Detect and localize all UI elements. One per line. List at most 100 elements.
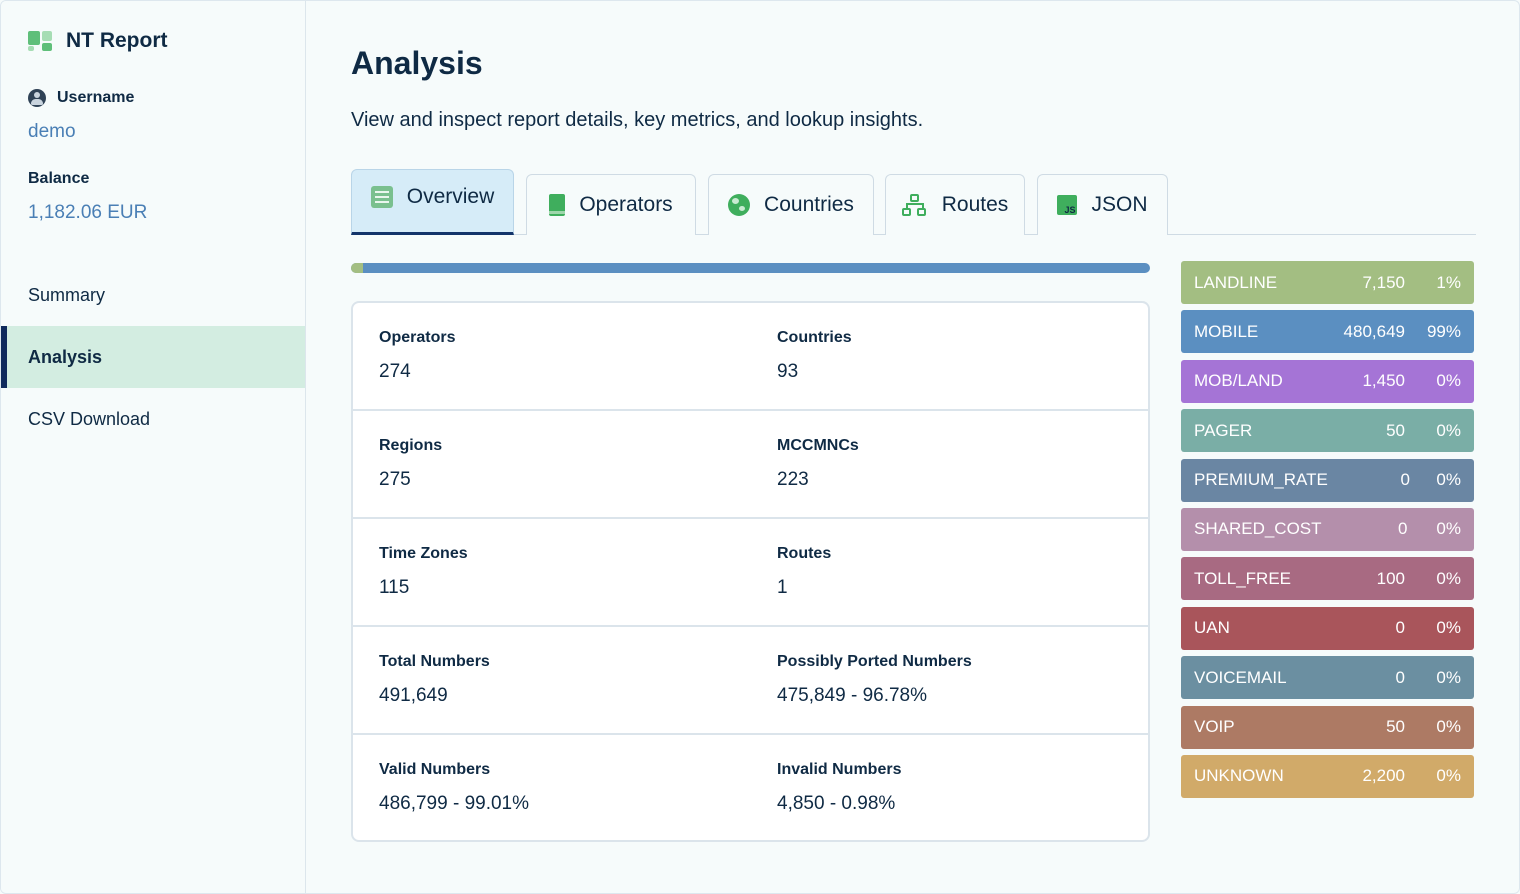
number-type-name: UAN — [1194, 618, 1230, 638]
number-type-unknown: UNKNOWN 2,200 0% — [1181, 754, 1474, 798]
number-type-name: MOB/LAND — [1194, 371, 1283, 391]
stat-regions: Regions 275 — [379, 437, 442, 491]
number-type-percent: 0% — [1436, 420, 1461, 440]
stat-routes: Routes 1 — [777, 545, 831, 599]
balance-value: 1,182.06 EUR — [28, 202, 148, 223]
stat-value: 93 — [777, 361, 799, 382]
page-title: Analysis — [351, 45, 483, 81]
brand-name: NT Report — [66, 29, 168, 52]
number-type-mobile: MOBILE 480,649 99% — [1181, 310, 1474, 354]
stat-countries: Countries 93 — [777, 329, 852, 383]
number-type-percent: 99% — [1426, 321, 1461, 341]
username-label: Username — [57, 89, 135, 106]
stat-value: 4,850 - 0.98% — [777, 793, 896, 814]
number-type-name: UNKNOWN — [1194, 766, 1284, 786]
number-type-name: LANDLINE — [1194, 272, 1278, 292]
tab-routes[interactable]: Routes — [885, 174, 1025, 235]
balance-label: Balance — [28, 170, 90, 187]
number-type-name: TOLL_FREE — [1194, 568, 1292, 588]
number-type-count: 2,200 — [1362, 766, 1405, 786]
number-type-list: LANDLINE 7,150 1% MOBILE 480,649 99% MOB/LAND 1… — [1181, 261, 1474, 804]
progress-segment-landline — [351, 263, 363, 273]
stat-label: Invalid Numbers — [777, 761, 902, 778]
stat-label: Valid Numbers — [379, 761, 491, 778]
logo-icon — [28, 31, 52, 51]
number-type-landline: LANDLINE 7,150 1% — [1181, 261, 1474, 304]
stat-label: Routes — [777, 545, 832, 562]
tab-operators[interactable]: Operators — [526, 174, 696, 235]
stat-time-zones: Time Zones 115 — [379, 545, 468, 599]
stat-value: 274 — [379, 361, 411, 382]
list-icon — [370, 186, 393, 208]
stats-card: Operators 274 Countries 93 Regions 275 M… — [351, 301, 1150, 842]
routes-icon — [901, 194, 928, 216]
number-type-name: SHARED_COST — [1194, 519, 1322, 539]
tab-label: Routes — [941, 193, 1009, 216]
sidebar-item-csv-download[interactable]: CSV Download — [28, 408, 151, 429]
number-type-percent: 0% — [1436, 371, 1461, 391]
stat-label: Regions — [379, 437, 443, 454]
number-type-count: 50 — [1386, 717, 1405, 737]
sidebar-item-analysis[interactable]: Analysis — [1, 326, 305, 388]
number-type-shared-cost: SHARED_COST 0 0% — [1181, 507, 1474, 551]
stat-label: Total Numbers — [379, 653, 490, 670]
sidebar-nav: Summary Analysis CSV Download — [1, 264, 305, 450]
brand[interactable]: NT Report — [28, 29, 168, 53]
number-type-uan: UAN 0 0% — [1181, 606, 1474, 650]
number-type-count: 0 — [1395, 667, 1405, 687]
tab-countries[interactable]: Countries — [708, 174, 874, 235]
stat-label: Operators — [379, 329, 456, 346]
sidebar-item-summary[interactable]: Summary — [28, 284, 106, 305]
tab-label: Countries — [764, 193, 854, 216]
stat-mccmncs: MCCMNCs 223 — [777, 437, 859, 491]
tab-bar: Overview Operators Countries Routes JSON — [351, 169, 1476, 235]
stat-operators: Operators 274 — [379, 329, 455, 383]
user-icon — [28, 89, 46, 107]
stat-value: 475,849 - 96.78% — [777, 685, 928, 706]
tab-label: Overview — [406, 185, 495, 208]
tab-json[interactable]: JSON — [1037, 174, 1168, 235]
globe-icon — [728, 194, 751, 216]
stats-row: Total Numbers 491,649 Possibly Ported Nu… — [353, 627, 1148, 735]
number-type-count: 1,450 — [1362, 371, 1405, 391]
number-type-count: 100 — [1376, 568, 1405, 588]
stat-label: Time Zones — [379, 545, 468, 562]
number-type-count: 50 — [1386, 420, 1405, 440]
tab-overview[interactable]: Overview — [351, 169, 514, 235]
number-type-count: 480,649 — [1343, 321, 1405, 341]
main-content: Analysis View and inspect report details… — [351, 1, 1491, 893]
number-type-percent: 0% — [1436, 519, 1461, 539]
number-type-percent: 0% — [1436, 618, 1461, 638]
stats-row: Valid Numbers 486,799 - 99.01% Invalid N… — [353, 735, 1148, 840]
stat-valid-numbers: Valid Numbers 486,799 - 99.01% — [379, 761, 529, 815]
stat-value: 223 — [777, 469, 809, 490]
number-type-premium-rate: PREMIUM_RATE 0 0% — [1181, 458, 1474, 502]
number-type-toll-free: TOLL_FREE 100 0% — [1181, 557, 1474, 601]
stat-possibly-ported-numbers: Possibly Ported Numbers 475,849 - 96.78% — [777, 653, 972, 707]
json-file-icon — [1057, 195, 1078, 215]
number-type-voicemail: VOICEMAIL 0 0% — [1181, 656, 1474, 700]
number-type-name: MOBILE — [1194, 321, 1259, 341]
stat-total-numbers: Total Numbers 491,649 — [379, 653, 490, 707]
book-icon — [549, 194, 566, 216]
number-type-percent: 1% — [1436, 272, 1461, 292]
number-type-percent: 0% — [1436, 568, 1461, 588]
stat-label: Countries — [777, 329, 852, 346]
stat-value: 115 — [379, 577, 410, 598]
number-type-percent: 0% — [1436, 717, 1461, 737]
number-type-name: PREMIUM_RATE — [1194, 470, 1328, 490]
number-type-count: 7,150 — [1362, 272, 1405, 292]
username-value: demo — [28, 121, 76, 142]
stat-value: 1 — [777, 577, 788, 598]
number-type-mob-land: MOB/LAND 1,450 0% — [1181, 359, 1474, 403]
number-type-percent: 0% — [1436, 766, 1461, 786]
number-type-voip: VOIP 50 0% — [1181, 705, 1474, 749]
stat-value: 491,649 — [379, 685, 448, 706]
number-type-percent: 0% — [1436, 667, 1461, 687]
number-type-name: VOIP — [1194, 717, 1235, 737]
number-type-name: VOICEMAIL — [1194, 667, 1287, 687]
stats-row: Operators 274 Countries 93 — [353, 303, 1148, 411]
stat-label: MCCMNCs — [777, 437, 859, 454]
tab-label: Operators — [579, 193, 673, 216]
